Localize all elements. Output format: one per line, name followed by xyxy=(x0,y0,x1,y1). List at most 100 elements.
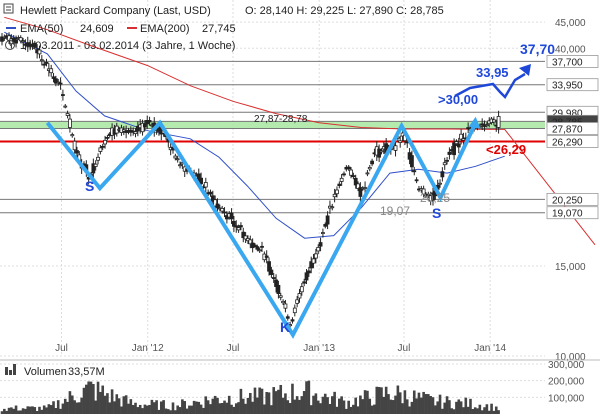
volume-bar xyxy=(3,408,6,414)
price-bar-body xyxy=(377,148,382,158)
volume-bar xyxy=(209,404,212,414)
volume-bar xyxy=(415,398,418,414)
price-bar-body xyxy=(220,208,225,212)
pattern-arrowhead xyxy=(468,116,481,129)
price-bar-body xyxy=(496,116,501,128)
volume-bar xyxy=(452,409,456,414)
volume-bar xyxy=(359,395,362,414)
volume-bar xyxy=(485,404,489,414)
volume-bar xyxy=(431,397,435,414)
volume-bar xyxy=(272,387,276,414)
price-bar-body xyxy=(431,192,435,201)
volume-bar xyxy=(85,384,88,414)
left-shoulder-label: S xyxy=(85,178,94,194)
volume-bar xyxy=(241,398,245,414)
price-bar-body xyxy=(459,133,464,140)
volume-bar xyxy=(377,387,381,414)
price-bars xyxy=(0,32,501,329)
level-tag-label: 19,070 xyxy=(552,209,583,220)
price-bar-body xyxy=(100,145,105,148)
price-bar-body xyxy=(234,225,239,228)
volume-bar xyxy=(291,383,294,414)
volume-bar xyxy=(288,402,292,414)
volume-bar xyxy=(14,405,18,414)
ema200-line xyxy=(4,16,596,246)
volume-label: Volumen xyxy=(24,366,67,378)
price-bar-body xyxy=(208,191,213,195)
x-tick-label: Jul xyxy=(398,343,411,354)
volume-bar xyxy=(441,408,444,414)
price-bar-body xyxy=(51,76,56,79)
volume-bar xyxy=(234,403,238,414)
price-bar-body xyxy=(199,177,204,185)
volume-bar xyxy=(260,388,264,414)
price-bar-body xyxy=(91,163,96,174)
volume-bar xyxy=(284,393,287,414)
volume-bar xyxy=(96,381,100,414)
volume-bar xyxy=(199,404,203,414)
volume-bar xyxy=(480,410,484,414)
price-bar-body xyxy=(412,170,417,173)
x-tick-label: Jan '14 xyxy=(474,343,506,354)
volume-bar xyxy=(136,407,140,414)
volume-bar xyxy=(410,401,414,414)
chart-title: Hewlett Packard Company (Last, USD) xyxy=(20,5,211,17)
volume-bar xyxy=(145,405,149,414)
volume-bar xyxy=(471,408,475,414)
volume-bar xyxy=(265,392,268,414)
volume-panel: 100,000 200,000 300,000 xyxy=(0,359,600,414)
price-bar-body xyxy=(267,261,271,272)
price-bar-body xyxy=(410,155,414,168)
price-bar-body xyxy=(175,158,180,161)
volume-bar xyxy=(494,406,498,414)
volume-bar xyxy=(478,404,482,414)
volume-bar xyxy=(227,395,231,414)
volume-bar xyxy=(174,410,177,414)
menu-icon[interactable] xyxy=(3,3,14,14)
volume-bar xyxy=(438,394,442,414)
volume-bar xyxy=(110,389,114,414)
grid-lines xyxy=(0,0,545,357)
volume-bar xyxy=(115,394,119,414)
price-bar-body xyxy=(140,122,145,133)
volume-bar xyxy=(277,389,280,414)
volume-bar xyxy=(457,399,461,414)
price-bar-body xyxy=(75,150,79,154)
volume-bar xyxy=(387,394,390,414)
ema50-legend-value: 24,609 xyxy=(80,23,114,35)
volume-bar xyxy=(476,408,479,414)
volume-bar xyxy=(216,397,219,414)
volume-bar xyxy=(5,410,8,414)
volume-bar xyxy=(307,380,311,414)
price-bar-body xyxy=(53,78,58,84)
volume-bar xyxy=(143,404,147,414)
price-bar-body xyxy=(452,142,456,156)
price-bar-body xyxy=(210,195,215,202)
volume-bar xyxy=(230,404,233,414)
volume-bar xyxy=(464,397,468,414)
ema200-legend-label: EMA(200) xyxy=(140,23,190,35)
volume-bar xyxy=(78,402,81,414)
volume-bar xyxy=(316,400,320,414)
volume-bar xyxy=(157,409,161,414)
price-bar-body xyxy=(292,307,297,314)
volume-bar xyxy=(82,387,86,414)
volume-bar xyxy=(211,398,215,414)
price-bar-body xyxy=(241,231,246,239)
volume-bar xyxy=(239,388,243,414)
x-tick-label: Jan '12 xyxy=(132,343,164,354)
volume-bar xyxy=(45,407,48,414)
volume-bar xyxy=(342,400,346,414)
volume-bar xyxy=(54,407,58,414)
volume-bar xyxy=(256,397,259,414)
volume-bar xyxy=(94,400,97,414)
volume-bar xyxy=(483,407,486,414)
price-bar-body xyxy=(335,189,339,195)
price-bar-body xyxy=(58,82,63,85)
volume-bar xyxy=(66,401,69,414)
volume-tick-label: 200,000 xyxy=(548,377,585,388)
price-bar-body xyxy=(203,182,208,188)
volume-bar xyxy=(293,399,297,414)
volume-bar xyxy=(99,391,102,414)
